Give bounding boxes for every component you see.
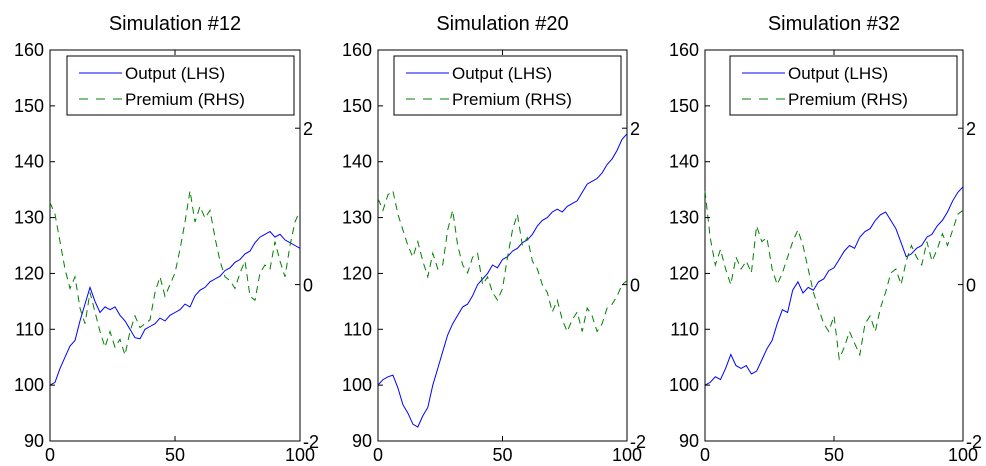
x-tick-label: 50: [492, 445, 512, 465]
x-tick-label: 100: [948, 445, 978, 465]
y-tick-label: 130: [14, 208, 44, 228]
y-tick-label: 90: [24, 431, 44, 451]
legend: Output (LHS) Premium (RHS): [66, 55, 295, 116]
x-tick-label: 100: [612, 445, 642, 465]
y-tick-label: 150: [669, 96, 699, 116]
output-series-line: [49, 230, 301, 386]
x-tick-label: 0: [373, 445, 383, 465]
y-tick-label: 130: [669, 208, 699, 228]
y-tick-label: 130: [342, 208, 372, 228]
y-tick-label: 110: [670, 319, 699, 339]
y-tick-label: 160: [342, 40, 372, 60]
premium-series-line: [49, 190, 301, 357]
legend-label: Output (LHS): [125, 64, 225, 83]
y2-tick-label: 0: [966, 276, 976, 296]
y-tick-label: 150: [342, 96, 372, 116]
chart-title: Simulation #12: [109, 13, 241, 35]
y2-tick-label: 2: [630, 119, 640, 139]
y-tick-label: 110: [15, 319, 44, 339]
legend-label: Output (LHS): [452, 64, 552, 83]
chart-title: Simulation #32: [768, 13, 900, 35]
legend: Output (LHS) Premium (RHS): [393, 55, 622, 116]
y2-tick-label: -2: [630, 432, 646, 452]
y-tick-label: 160: [14, 40, 44, 60]
legend-box: [393, 55, 622, 116]
y-tick-label: 120: [14, 263, 44, 283]
y-tick-label: 140: [14, 152, 44, 172]
y-tick-label: 120: [342, 263, 372, 283]
x-tick-label: 0: [45, 445, 55, 465]
chart-panel: Simulation #20 0 50 100 90 100 110 120 130 140 150…: [342, 13, 646, 465]
output-series-line: [377, 133, 628, 428]
y2-tick-label: -2: [966, 432, 982, 452]
x-tick-label: 100: [285, 445, 315, 465]
legend-label: Premium (RHS): [788, 90, 908, 109]
y2-tick-label: 0: [630, 276, 640, 296]
y2-tick-label: 2: [303, 119, 313, 139]
y-tick-label: 140: [669, 152, 699, 172]
chart-title: Simulation #20: [436, 13, 568, 35]
x-tick-label: 50: [824, 445, 844, 465]
chart-panel: Simulation #32 0 50 100 90 100 110 120 130 140 150…: [669, 13, 982, 465]
y2-tick-label: 2: [966, 119, 976, 139]
y-tick-label: 140: [342, 152, 372, 172]
y-tick-label: 100: [342, 375, 372, 395]
legend-label: Premium (RHS): [452, 90, 572, 109]
premium-series-line: [377, 189, 628, 333]
x-tick-label: 0: [700, 445, 710, 465]
y2-tick-label: 0: [303, 276, 313, 296]
y-tick-label: 160: [669, 40, 699, 60]
y2-tick-label: -2: [303, 432, 319, 452]
y-tick-label: 110: [343, 319, 372, 339]
y-tick-label: 150: [14, 96, 44, 116]
legend: Output (LHS) Premium (RHS): [729, 55, 958, 116]
output-series-line: [704, 186, 964, 386]
y-tick-label: 90: [679, 431, 699, 451]
legend-label: Output (LHS): [788, 64, 888, 83]
legend-label: Premium (RHS): [125, 90, 245, 109]
y-tick-label: 90: [352, 431, 372, 451]
x-tick-label: 50: [165, 445, 185, 465]
premium-series-line: [704, 190, 964, 361]
y-tick-label: 120: [669, 263, 699, 283]
legend-box: [729, 55, 958, 116]
y-tick-label: 100: [669, 375, 699, 395]
legend-box: [66, 55, 295, 116]
y-tick-label: 100: [14, 375, 44, 395]
chart-panel: Simulation #12 0 50 100 90 100 110 120 130 140 150…: [14, 13, 319, 465]
